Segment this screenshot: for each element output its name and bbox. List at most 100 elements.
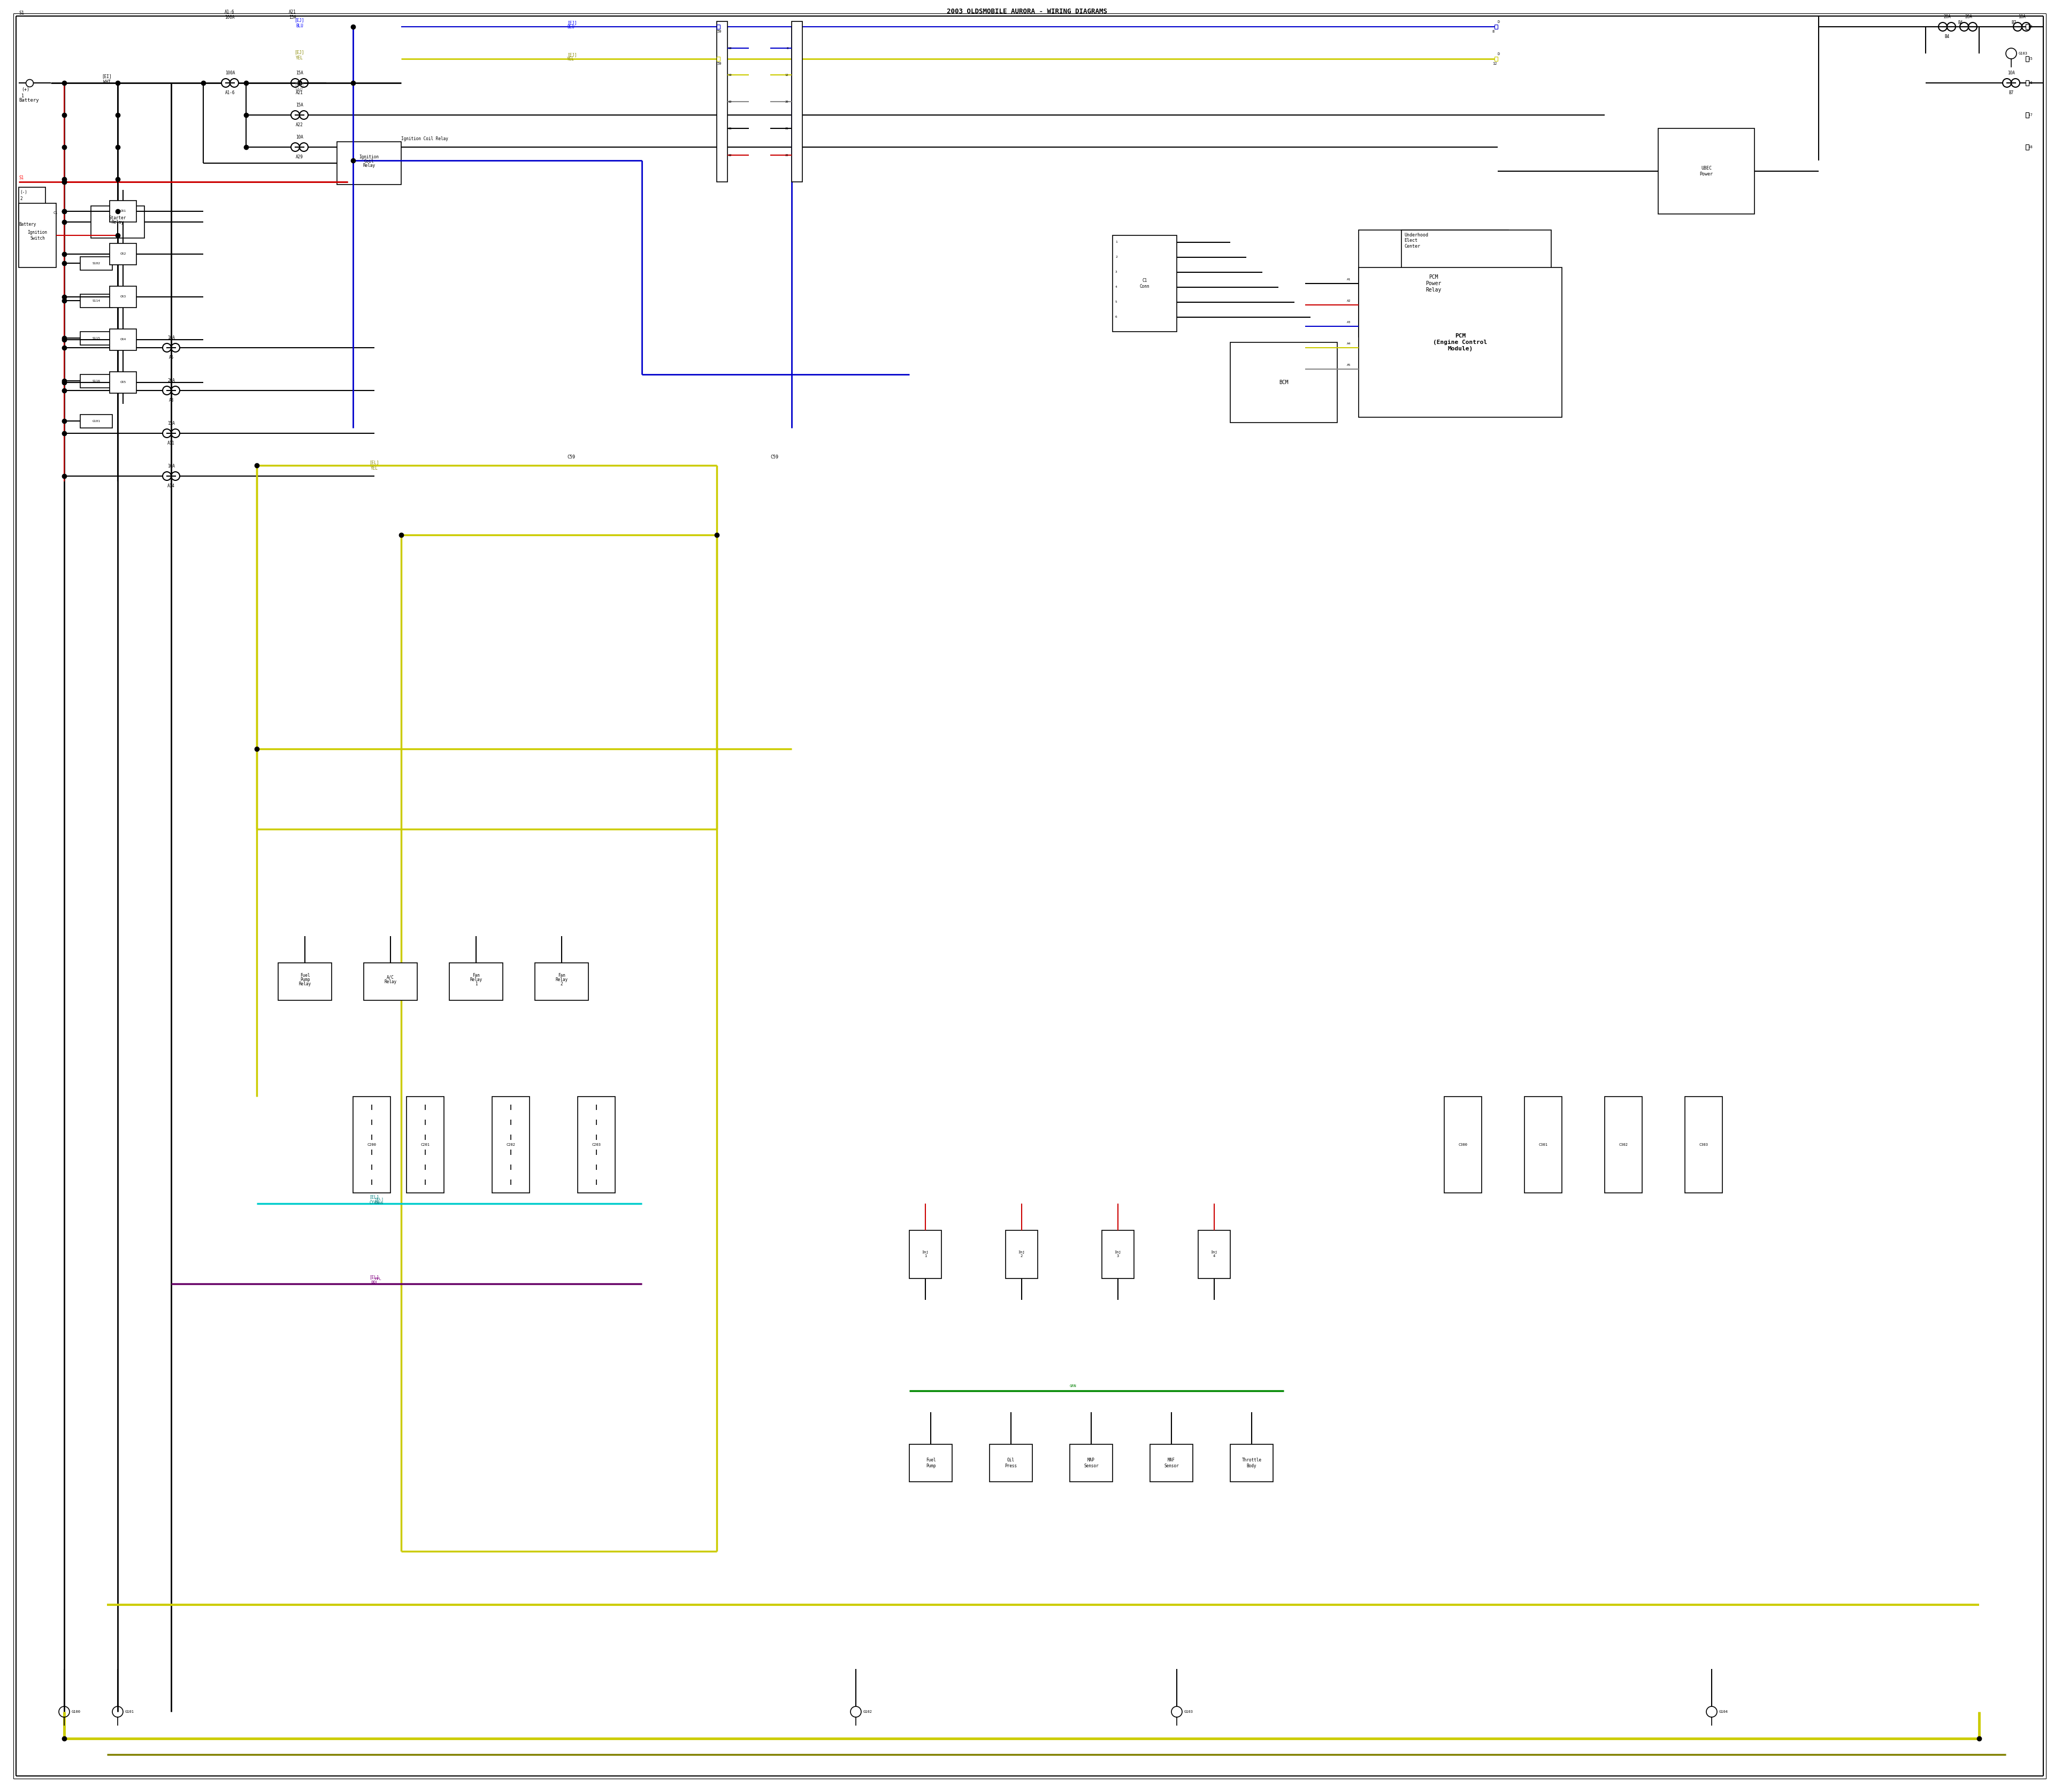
Text: 12: 12 <box>785 73 789 77</box>
Bar <box>407 1097 444 1193</box>
Text: A4: A4 <box>1347 342 1352 346</box>
Bar <box>534 962 587 1000</box>
Text: C303: C303 <box>1699 1143 1709 1147</box>
Text: G100: G100 <box>72 1710 80 1713</box>
Text: 15A: 15A <box>296 102 304 108</box>
Text: [EJ]
WHT: [EJ] WHT <box>294 82 304 93</box>
Bar <box>1197 1231 1230 1278</box>
Text: Throttle
Body: Throttle Body <box>1243 1459 1261 1468</box>
Text: 62: 62 <box>729 154 731 156</box>
Text: C59: C59 <box>567 455 575 459</box>
Text: C201: C201 <box>421 1143 429 1147</box>
Text: Battery: Battery <box>18 222 37 228</box>
Bar <box>353 1097 390 1193</box>
Text: M47: M47 <box>2025 113 2033 116</box>
Text: 61: 61 <box>729 127 731 129</box>
Text: A/C: A/C <box>386 975 394 980</box>
Bar <box>1230 342 1337 423</box>
Bar <box>1604 1097 1641 1193</box>
Text: 20A: 20A <box>1943 14 1951 20</box>
Text: Fan: Fan <box>559 973 565 978</box>
Text: Relay: Relay <box>364 163 376 168</box>
Bar <box>80 294 113 308</box>
Text: S1: S1 <box>18 11 25 16</box>
Bar <box>2025 113 2029 118</box>
Text: [EL]
YEL: [EL] YEL <box>370 461 380 471</box>
Text: A1-6
100A: A1-6 100A <box>224 9 234 20</box>
Bar <box>791 22 803 181</box>
Text: YEL: YEL <box>567 57 575 61</box>
Text: [EL]
CYAN: [EL] CYAN <box>374 1197 384 1204</box>
Bar <box>1524 1097 1561 1193</box>
Text: Battery: Battery <box>18 99 39 102</box>
Text: A11: A11 <box>168 441 175 446</box>
Text: G104: G104 <box>1719 1710 1727 1713</box>
Text: Coil: Coil <box>364 159 374 163</box>
Bar <box>910 1231 941 1278</box>
Text: S114: S114 <box>92 299 101 303</box>
Bar <box>1401 229 1551 348</box>
Bar <box>90 206 144 238</box>
Text: C300: C300 <box>1458 1143 1467 1147</box>
Text: 20A: 20A <box>168 378 175 383</box>
Text: B7: B7 <box>2011 20 2017 25</box>
Text: Fuel
Pump: Fuel Pump <box>926 1459 937 1468</box>
Text: CR3: CR3 <box>119 296 125 297</box>
Bar <box>717 22 727 181</box>
Text: S102: S102 <box>92 262 101 265</box>
Bar <box>1495 25 1497 29</box>
Text: A21: A21 <box>296 90 304 95</box>
Text: A21
15A: A21 15A <box>290 9 296 20</box>
Bar <box>109 244 136 265</box>
Bar <box>1358 267 1561 418</box>
Text: [EJ]: [EJ] <box>567 52 577 57</box>
Text: BLU: BLU <box>567 25 575 29</box>
Text: 12: 12 <box>1493 63 1497 65</box>
Text: G101: G101 <box>92 419 101 423</box>
Text: [EJ]
YEL: [EJ] YEL <box>294 50 304 61</box>
Text: 59: 59 <box>729 47 731 50</box>
Text: B4: B4 <box>1945 34 1949 39</box>
Text: M48: M48 <box>2025 145 2033 149</box>
Text: D: D <box>1497 20 1499 23</box>
Text: 2: 2 <box>21 197 23 201</box>
Text: B7: B7 <box>2009 90 2013 95</box>
Bar <box>109 330 136 351</box>
Bar <box>109 371 136 392</box>
Text: Relay: Relay <box>555 977 567 982</box>
Text: [EL]
PPL: [EL] PPL <box>370 1274 380 1285</box>
Text: 2003 OLDSMOBILE AURORA - WIRING DIAGRAMS: 2003 OLDSMOBILE AURORA - WIRING DIAGRAMS <box>947 7 1107 14</box>
Text: A29: A29 <box>296 154 304 159</box>
Text: 21: 21 <box>785 127 789 129</box>
Bar <box>364 962 417 1000</box>
Text: 59: 59 <box>717 30 721 34</box>
Text: 8: 8 <box>1493 30 1495 34</box>
Text: 59: 59 <box>717 63 721 65</box>
Bar <box>1006 1231 1037 1278</box>
Text: 20: 20 <box>785 100 789 102</box>
Text: 15A: 15A <box>296 70 304 75</box>
Text: 10A: 10A <box>2019 14 2025 20</box>
Bar <box>1444 1097 1481 1193</box>
Text: G101: G101 <box>125 1710 134 1713</box>
Text: PCM
(Engine Control
Module): PCM (Engine Control Module) <box>1434 333 1487 351</box>
Bar <box>80 332 113 346</box>
Text: [EJ]: [EJ] <box>567 20 577 25</box>
Text: C59: C59 <box>770 455 778 459</box>
Bar <box>80 256 113 271</box>
Text: Ignition: Ignition <box>359 154 380 159</box>
Bar <box>717 57 721 61</box>
Text: B4: B4 <box>1957 20 1964 25</box>
Bar <box>577 1097 614 1193</box>
Bar <box>2025 145 2029 151</box>
Text: S116: S116 <box>92 380 101 382</box>
Text: 10A: 10A <box>296 134 304 140</box>
Bar <box>1101 1231 1134 1278</box>
Text: [EL]
CYAN: [EL] CYAN <box>370 1195 380 1204</box>
Text: G102: G102 <box>863 1710 873 1713</box>
Text: A5: A5 <box>1347 364 1352 366</box>
Bar <box>18 186 45 219</box>
Bar <box>80 375 113 387</box>
Bar <box>109 201 136 222</box>
Bar <box>1684 1097 1723 1193</box>
